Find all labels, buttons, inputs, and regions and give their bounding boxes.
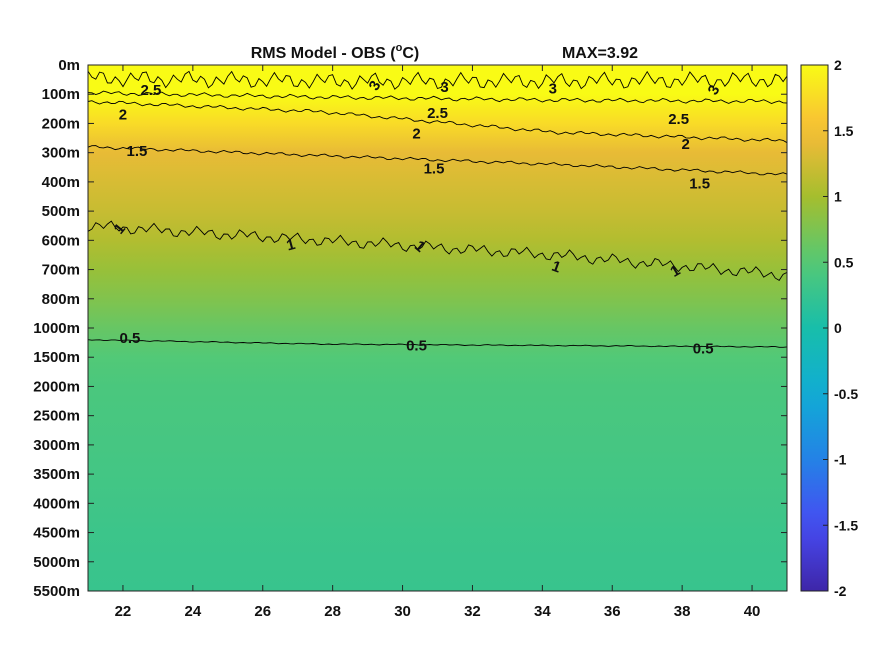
y-tick-label: 5000m (33, 554, 80, 571)
x-tick-label: 24 (185, 603, 202, 620)
x-tick-label: 26 (254, 603, 271, 620)
colorbar-axis: 2 1.5 1 0.5 0 -0.5 -1 -1.5 -2 (823, 57, 858, 599)
contour-label: 0.5 (120, 330, 141, 347)
contour-line (88, 220, 787, 282)
y-tick-label: 3500m (33, 466, 80, 483)
contour-label: 2 (412, 126, 420, 143)
y-tick-label: 700m (42, 262, 80, 279)
x-tick-label: 34 (534, 603, 551, 620)
x-tick-label: 32 (464, 603, 481, 620)
y-tick-label: 300m (42, 145, 80, 162)
y-tick-label: 600m (42, 232, 80, 249)
contour-label: 1.5 (689, 175, 710, 192)
y-tick-label: 2500m (33, 408, 80, 425)
x-tick-label: 36 (604, 603, 621, 620)
x-tick-label: 30 (394, 603, 411, 620)
contour-label: 0.5 (406, 338, 427, 355)
contour-line (88, 70, 787, 90)
contour-label: 3 (549, 80, 557, 97)
colorbar-tick-label: -1.5 (834, 517, 858, 533)
contour-lines (88, 70, 787, 348)
y-tick-label: 5500m (33, 583, 80, 600)
y-tick-label: 4000m (33, 495, 80, 512)
y-tick-label: 1000m (33, 320, 80, 337)
contour-label: 1.5 (127, 143, 148, 160)
colorbar-tick-label: 1 (834, 189, 842, 205)
x-axis: 22 24 26 28 30 32 34 36 38 40 (115, 65, 761, 620)
contour-label: 2 (681, 136, 689, 153)
contour-line (88, 90, 787, 104)
y-tick-label: 0m (58, 57, 80, 74)
colorbar-tick-label: 1.5 (834, 123, 854, 139)
colorbar-tick-label: -0.5 (834, 386, 858, 402)
contour-label: 2.5 (140, 82, 161, 99)
contour-label: 3 (440, 79, 448, 96)
y-axis: 0m 100m 200m 300m 400m 500m 600m 700m 800m 1000m 1… (33, 57, 787, 600)
y-tick-label: 4500m (33, 525, 80, 542)
max-value-label: MAX=3.92 (562, 45, 638, 62)
heatmap-field (88, 65, 787, 591)
y-tick-label: 500m (42, 203, 80, 220)
x-tick-label: 22 (115, 603, 132, 620)
y-tick-label: 1500m (33, 349, 80, 366)
y-tick-label: 800m (42, 291, 80, 308)
x-tick-label: 28 (324, 603, 341, 620)
y-tick-label: 100m (42, 86, 80, 103)
contour-label: 2 (119, 107, 127, 124)
contour-line (88, 100, 787, 144)
contour-label: 2.5 (668, 111, 689, 128)
x-tick-label: 40 (744, 603, 761, 620)
contour-label: 0.5 (693, 340, 714, 357)
colorbar-tick-label: -1 (834, 452, 847, 468)
contour-label: 1.5 (424, 161, 445, 178)
contour-line (88, 339, 787, 348)
contour-line (88, 145, 787, 176)
y-tick-label: 3000m (33, 437, 80, 454)
colorbar-tick-label: 2 (834, 57, 842, 73)
colorbar-tick-label: 0 (834, 320, 842, 336)
contour-label: 2.5 (427, 105, 448, 122)
colorbar-tick-label: 0.5 (834, 254, 854, 270)
x-tick-label: 38 (674, 603, 691, 620)
chart-title: RMS Model - OBS (oC) (251, 42, 420, 62)
y-tick-label: 200m (42, 115, 80, 132)
y-tick-label: 400m (42, 174, 80, 191)
colorbar-tick-label: -2 (834, 583, 847, 599)
y-tick-label: 2000m (33, 378, 80, 395)
